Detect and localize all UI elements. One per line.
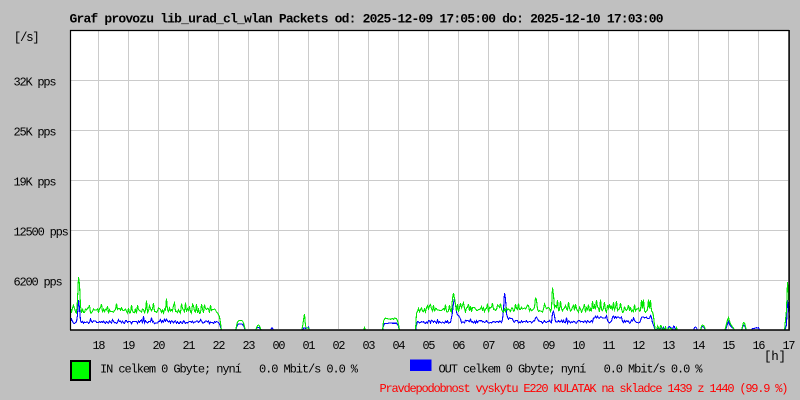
svg-text:07: 07 — [483, 339, 496, 353]
svg-text:00: 00 — [273, 339, 286, 353]
svg-text:06: 06 — [453, 339, 466, 353]
svg-text:[h]: [h] — [764, 350, 786, 364]
svg-text:12: 12 — [633, 339, 646, 353]
svg-text:21: 21 — [183, 339, 196, 353]
svg-text:19K pps: 19K pps — [14, 176, 57, 190]
svg-text:32K pps: 32K pps — [14, 76, 57, 90]
svg-text:09: 09 — [543, 339, 556, 353]
svg-text:04: 04 — [393, 339, 406, 353]
svg-text:17: 17 — [783, 339, 796, 353]
svg-text:Pravdepodobnost vyskytu E220 K: Pravdepodobnost vyskytu E220 KULATAK na … — [380, 382, 789, 396]
svg-text:08: 08 — [513, 339, 526, 353]
svg-text:10: 10 — [573, 339, 586, 353]
svg-text:02: 02 — [333, 339, 346, 353]
svg-text:16: 16 — [753, 339, 766, 353]
svg-text:OUT celkem 0 Gbyte; nyní 0.0: OUT celkem 0 Gbyte; nyní 0.0 Mbit/s 0.0 … — [439, 362, 704, 376]
svg-text:11: 11 — [603, 339, 616, 353]
svg-text:14: 14 — [693, 339, 706, 353]
svg-text:15: 15 — [723, 339, 736, 353]
svg-text:6200 pps: 6200 pps — [14, 276, 63, 290]
svg-text:19: 19 — [123, 339, 136, 353]
svg-text:03: 03 — [363, 339, 376, 353]
svg-text:12500 pps: 12500 pps — [14, 226, 69, 240]
svg-text:20: 20 — [153, 339, 166, 353]
svg-text:05: 05 — [423, 339, 436, 353]
svg-text:01: 01 — [303, 339, 316, 353]
svg-text:23: 23 — [243, 339, 256, 353]
svg-text:[/s]: [/s] — [14, 31, 40, 45]
svg-text:Graf provozu lib_urad_cl_wlan: Graf provozu lib_urad_cl_wlan Packets od… — [70, 12, 664, 27]
svg-text:13: 13 — [663, 339, 676, 353]
svg-text:25K pps: 25K pps — [14, 126, 57, 140]
svg-text:22: 22 — [213, 339, 226, 353]
svg-text:18: 18 — [93, 339, 106, 353]
svg-text:IN celkem 0 Gbyte; nyní 0.0: IN celkem 0 Gbyte; nyní 0.0 Mbit/s 0.0 % — [100, 362, 359, 376]
